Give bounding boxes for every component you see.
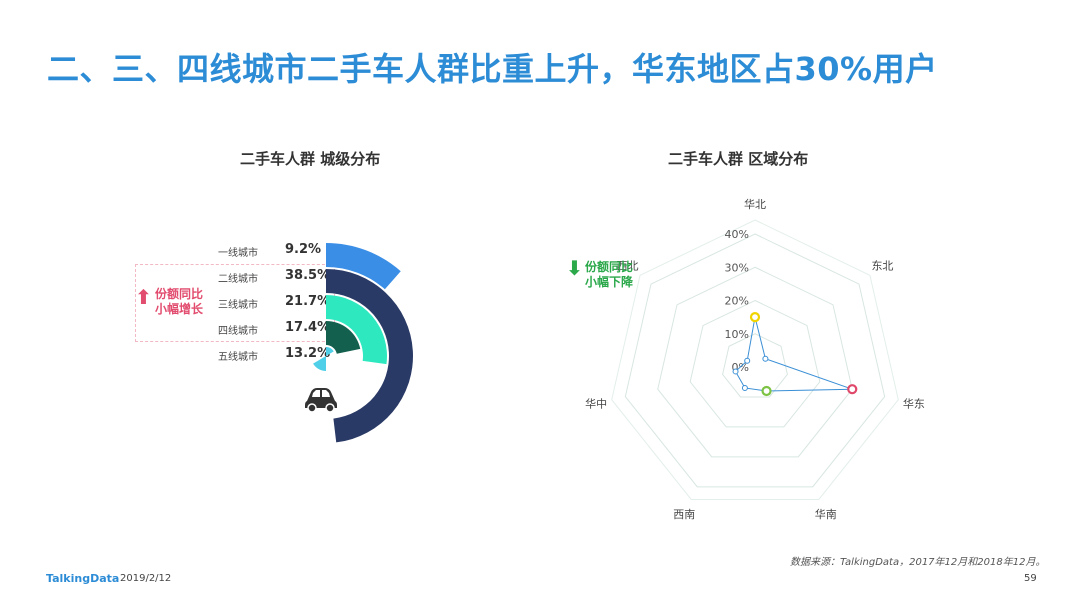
radar-series-line: [734, 317, 853, 392]
city-tier-label: 五线城市: [218, 352, 258, 363]
radar-tick-label: 10%: [725, 328, 749, 341]
city-tier-value: 21.7%: [285, 294, 331, 309]
radar-data-point: [761, 385, 772, 397]
right-chart-title: 二手车人群 区域分布: [668, 150, 809, 168]
radial-bar: [326, 321, 361, 354]
badge-up-line1: 份额同比: [155, 287, 204, 301]
arrow-down-icon: ⬇: [566, 256, 583, 280]
radar-category-label: 华中: [585, 396, 607, 410]
radar-grid-ring: [722, 333, 788, 398]
radar-data-point: [847, 384, 858, 395]
radar-grid-ring: [689, 299, 821, 428]
badge-down-line1: 份额同比: [585, 260, 634, 274]
arrow-up-icon: ⬆: [135, 285, 152, 309]
radar-data-point: [732, 368, 739, 375]
radar-grid-ring: [624, 233, 886, 488]
radar-data-point: [741, 384, 748, 391]
radial-bar: [326, 295, 387, 365]
footer-date: 2019/2/12: [120, 573, 172, 584]
badge-up-line2: 小幅增长: [155, 302, 204, 316]
share-down-badge: ⬇ 份额同比 小幅下降: [566, 256, 634, 290]
radar-category-label: 西南: [673, 508, 695, 521]
page-title: 二、三、四线城市二手车人群比重上升，华东地区占30%用户: [47, 50, 938, 88]
city-tier-value: 13.2%: [285, 346, 331, 361]
radial-bar: [326, 269, 413, 443]
page-number: 59: [1024, 573, 1037, 584]
radar-tick-label: 20%: [725, 295, 749, 308]
radial-bar: [326, 243, 401, 290]
city-tier-value: 9.2%: [285, 242, 322, 257]
radar-category-label: 华北: [744, 197, 766, 211]
footer-brand-logo: TalkingData: [46, 572, 120, 585]
city-tier-value: 38.5%: [285, 268, 331, 283]
share-up-badge: ⬆ 份额同比 小幅增长: [135, 287, 203, 317]
radar-data-point: [762, 355, 769, 362]
city-tier-label: 一线城市: [218, 248, 258, 259]
radar-category-label: 华东: [903, 396, 925, 410]
radar-grid-ring: [657, 266, 853, 458]
badge-down-line2: 小幅下降: [585, 275, 634, 289]
city-tier-value: 17.4%: [285, 320, 331, 335]
radar-data-point: [744, 357, 751, 364]
radar-outer-frame: [611, 219, 899, 500]
city-tier-label: 二线城市: [218, 274, 258, 285]
radar-category-label: 华南: [815, 507, 837, 521]
radar-category-label: 东北: [871, 259, 893, 272]
city-tier-label: 三线城市: [218, 300, 258, 311]
radial-bar: [313, 347, 334, 372]
radar-category-label: 西北: [617, 259, 639, 272]
radar-data-point: [749, 312, 761, 323]
left-chart-title: 二手车人群 城级分布: [240, 150, 381, 168]
car-icon: [305, 388, 337, 413]
city-tier-label: 四线城市: [218, 326, 258, 337]
radar-tick-label: 30%: [725, 261, 749, 274]
data-source-note: 数据来源：TalkingData，2017年12月和2018年12月。: [790, 557, 1046, 568]
radar-tick-label: 40%: [725, 228, 749, 241]
